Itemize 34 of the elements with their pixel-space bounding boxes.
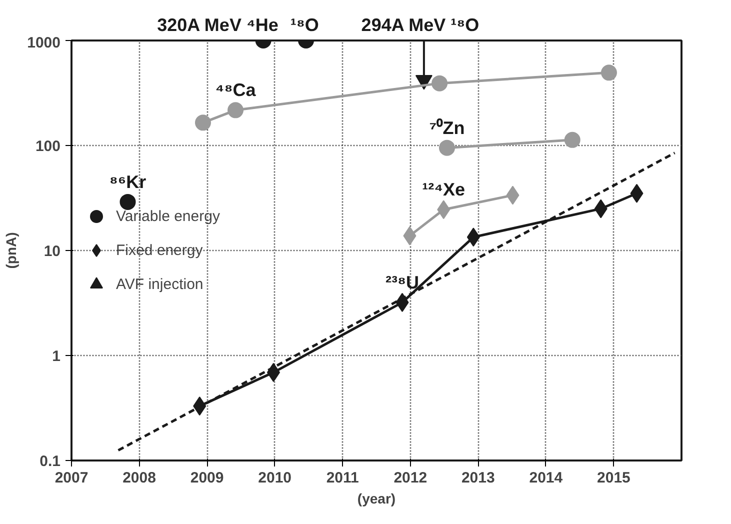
- legend-label: Variable energy: [116, 208, 220, 224]
- legend-label: Fixed energy: [116, 242, 203, 258]
- y-tick-label: 1: [52, 348, 60, 365]
- point: [228, 102, 244, 118]
- annotation: ¹²⁴Xe: [422, 180, 466, 200]
- x-tick-label: 2014: [529, 470, 564, 486]
- x-tick-label: 2015: [597, 470, 630, 486]
- annotation: ⁴⁸Ca: [215, 80, 257, 100]
- point: [600, 64, 617, 81]
- y-tick-label: 1000: [27, 34, 61, 52]
- annotation: ⁷⁰Zn: [429, 118, 465, 138]
- x-axis-title: (year): [357, 490, 396, 506]
- x-tick-label: 2013: [461, 470, 495, 486]
- point: [438, 140, 455, 156]
- point: [564, 132, 580, 148]
- annotation: ²³⁸U: [386, 272, 420, 292]
- point: [432, 75, 448, 92]
- x-tick-label: 2011: [326, 470, 359, 486]
- x-tick-label: 2009: [190, 470, 224, 486]
- y-tick-label: 100: [35, 138, 61, 155]
- y-tick-label: 0.1: [40, 453, 61, 470]
- x-tick-label: 2007: [54, 470, 88, 486]
- annotation: 294A MeV ¹⁸O: [361, 14, 480, 35]
- annotation: ⁸⁶Kr: [109, 172, 146, 192]
- point: [120, 194, 136, 210]
- y-axis-title: (pnA): [3, 232, 20, 269]
- x-tick-label: 2010: [258, 470, 292, 486]
- x-tick-label: 2012: [394, 470, 428, 486]
- x-tick-label: 2008: [122, 470, 156, 486]
- annotation: 320A MeV ⁴He: [157, 14, 278, 35]
- annotation: ¹⁸O: [290, 14, 319, 35]
- legend-label: AVF injection: [116, 276, 204, 292]
- point: [194, 114, 211, 131]
- y-tick-label: 10: [44, 243, 61, 260]
